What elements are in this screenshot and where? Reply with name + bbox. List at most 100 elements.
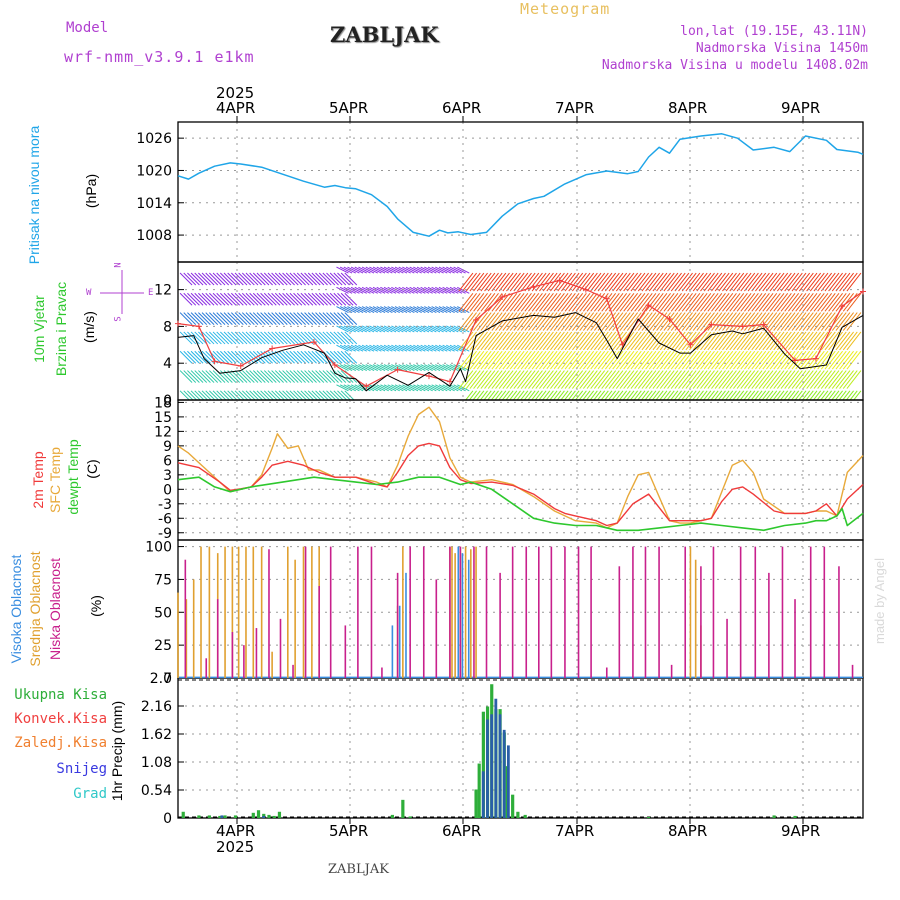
temp-dew-line [177, 476, 864, 532]
watermark: made by Angel [872, 558, 887, 645]
bottom-day-label: 5APR [329, 822, 369, 840]
precip-legend-snow: Snijeg [56, 761, 107, 777]
y-tick-label: 0 [163, 671, 172, 687]
y-tick-label: 2.7 [150, 671, 172, 687]
wind-barb-field [179, 266, 862, 400]
precip-total-bar [267, 814, 271, 818]
precip-total-bar [408, 816, 412, 818]
top-day-label: 7APR [555, 99, 595, 117]
y-tick-label: 0.54 [141, 783, 172, 799]
y-tick-label: 2.16 [141, 699, 172, 715]
y-tick-label: 9 [163, 439, 172, 455]
precip-total-bar [477, 763, 481, 818]
y-tick-label: 1.08 [141, 755, 172, 771]
precip-total-bar [390, 814, 394, 818]
precip-snow-bar [220, 815, 224, 818]
pressure-unit: (hPa) [83, 173, 99, 209]
top-day-label: 6APR [442, 99, 482, 117]
cloud-title-high: Visoka Oblacnost [8, 554, 24, 664]
precip-snow-bar [490, 714, 494, 818]
wind-gust-marker [195, 323, 202, 330]
wind-gust-marker [363, 383, 370, 390]
y-tick-label: 25 [154, 638, 172, 654]
wind-gust-marker [331, 362, 338, 369]
y-tick-label: -6 [158, 511, 172, 527]
y-tick-label: 1026 [136, 131, 172, 147]
precip-total-bar [481, 711, 485, 818]
y-tick-label: 75 [154, 572, 172, 588]
panel-frame [177, 677, 864, 819]
wind-gust-marker [760, 321, 767, 328]
wind-gust-marker [446, 378, 453, 385]
wind-gust-marker [237, 362, 244, 369]
temp-unit: (C) [84, 459, 100, 479]
pressure-line [177, 133, 864, 237]
wind-gust-marker [708, 321, 715, 328]
precip-total-bar [401, 799, 405, 818]
y-tick-label: 12 [154, 283, 172, 299]
precip-total-bar [474, 789, 478, 818]
y-tick-label: 0 [163, 393, 172, 409]
wind-gust-marker [530, 283, 537, 290]
bottom-day-label: 6APR [442, 822, 482, 840]
wind-gust-marker [175, 320, 181, 327]
temp-title-2m: 2m Temp [30, 451, 46, 509]
wind-gust-marker [473, 316, 480, 323]
wind-gust-marker [603, 295, 610, 302]
y-tick-label: 3 [163, 468, 172, 484]
top-day-label: 9APR [781, 99, 821, 117]
y-tick-label: 0 [163, 811, 172, 827]
wind-gust-marker [556, 277, 563, 284]
bottom-day-label: 7APR [555, 822, 595, 840]
y-tick-label: 6 [163, 453, 172, 469]
y-tick-label: 1020 [136, 163, 172, 179]
temp-2m-line [177, 442, 864, 527]
cloud-title-mid: Srednja Oblacnost [27, 551, 43, 667]
top-day-label: 5APR [329, 99, 369, 117]
precip-total-bar [197, 815, 201, 818]
compass-w-label: W [86, 288, 92, 298]
precip-legend-frz: Zaledj.Kisa [14, 735, 107, 751]
wind-gust-marker [839, 303, 846, 310]
precip-total-bar [772, 815, 776, 818]
top-day-label: 4APR [216, 99, 256, 117]
y-tick-label: -3 [158, 497, 172, 513]
precip-total-bar [647, 816, 651, 818]
y-tick-label: 50 [154, 605, 172, 621]
footer-station: ZABLJAK [328, 862, 389, 877]
model-label: Model [66, 20, 109, 36]
precip-total-bar [218, 815, 222, 818]
temp-sfc-line [177, 406, 864, 529]
precip-total-bar [181, 811, 185, 818]
bottom-year-label: 2025 [216, 838, 255, 856]
y-tick-label: 1008 [136, 228, 172, 244]
precip-total-bar [251, 812, 255, 818]
model-name: wrf-nmm_v3.9.1 e1km [64, 48, 255, 66]
wind-gust-marker [211, 358, 218, 365]
precip-legend-grad: Grad [73, 786, 107, 802]
precip-total-bar [223, 815, 227, 818]
cloud-title-low: Niska Oblacnost [47, 558, 63, 660]
top-year-label: 2025 [216, 84, 255, 102]
wind-gust-marker [310, 339, 317, 346]
precip-snow-bar [481, 771, 485, 818]
precip-snow-bar [486, 719, 489, 818]
bottom-day-label: 8APR [668, 822, 708, 840]
precip-snow-bar [502, 729, 506, 818]
precip-total-bar [207, 815, 211, 818]
wind-gust-marker [645, 302, 652, 309]
wind-gust-marker [739, 323, 746, 330]
y-tick-label: 8 [163, 319, 172, 335]
model-altitude: Nadmorska Visina u modelu 1408.02m [601, 58, 868, 73]
top-day-label: 8APR [668, 99, 708, 117]
y-tick-label: -9 [158, 526, 172, 542]
bottom-day-label: 4APR [216, 822, 256, 840]
wind-speed-line [177, 312, 864, 392]
wind-gust-marker [425, 373, 432, 380]
panel-frame [177, 121, 864, 263]
precip-total-bar [272, 815, 276, 818]
page-title: ZABLJAK [330, 22, 439, 47]
temp-title-sfc: SFC Temp [47, 447, 63, 513]
y-tick-label: 1014 [136, 196, 172, 212]
precip-legend-conv: Konvek.Kisa [14, 711, 107, 727]
